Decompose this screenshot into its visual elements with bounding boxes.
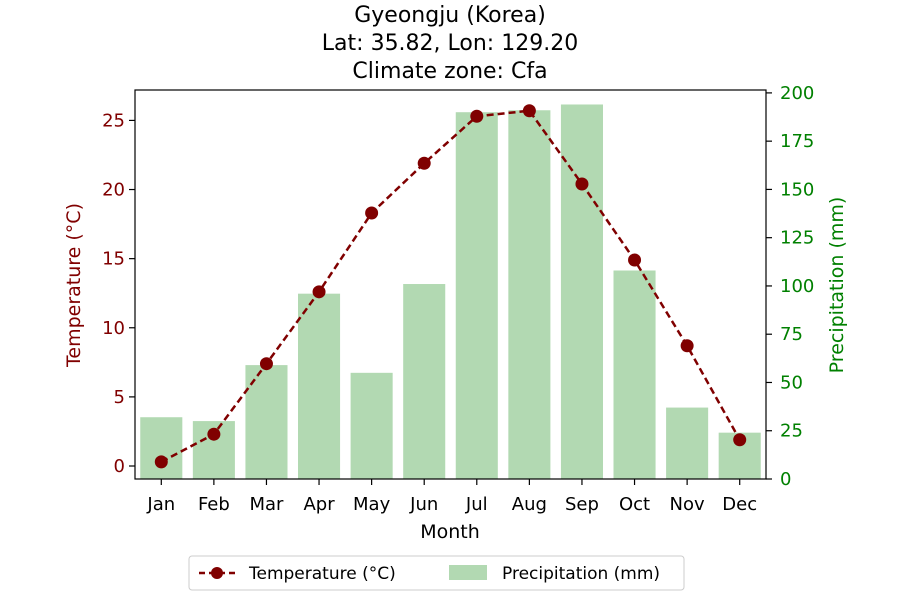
precipitation-bar-apr	[298, 293, 341, 479]
left-tick-label: 15	[102, 249, 125, 270]
right-tick-label: 100	[780, 276, 814, 297]
temperature-point-may	[365, 206, 379, 220]
title-line-2: Lat: 35.82, Lon: 129.20	[322, 31, 578, 56]
legend-precipitation-label: Precipitation (mm)	[502, 564, 660, 584]
temperature-point-jan	[154, 455, 168, 469]
temperature-series	[154, 104, 747, 469]
right-tick-label: 125	[780, 228, 814, 249]
title-line-1: Gyeongju (Korea)	[354, 3, 546, 28]
x-tick-label-jan: Jan	[146, 494, 175, 515]
left-axis: 0 5 10 15 20 25	[102, 110, 135, 477]
x-tick-label-oct: Oct	[619, 494, 650, 515]
precipitation-bar-jul	[455, 112, 498, 479]
x-tick-label-mar: Mar	[249, 494, 284, 515]
right-tick-label: 25	[780, 421, 803, 442]
right-tick-label: 150	[780, 179, 814, 200]
left-tick-label: 10	[102, 318, 125, 339]
left-tick-label: 0	[114, 456, 125, 477]
legend-temperature-marker	[211, 567, 223, 579]
left-tick-label: 5	[114, 387, 125, 408]
plot-frame	[134, 89, 767, 480]
temperature-point-jul	[470, 109, 484, 123]
x-tick-label-apr: Apr	[303, 494, 335, 515]
legend-precipitation-swatch	[449, 565, 487, 580]
temperature-line	[160, 109, 741, 463]
x-axis-label: Month	[420, 521, 480, 543]
temperature-point-aug	[522, 104, 536, 118]
x-tick-label-jul: Jul	[465, 494, 488, 515]
temperature-point-nov	[680, 339, 694, 353]
x-tick-label-feb: Feb	[198, 494, 230, 515]
right-tick-label: 200	[780, 83, 814, 104]
precipitation-bar-jan	[140, 417, 183, 479]
x-tick-label-sep: Sep	[565, 494, 599, 515]
right-axis-label: Precipitation (mm)	[826, 197, 848, 374]
x-tick-label-dec: Dec	[722, 494, 757, 515]
x-tick-label-aug: Aug	[512, 494, 547, 515]
precipitation-bar-oct	[613, 270, 656, 479]
precipitation-bar-may	[350, 372, 393, 479]
right-tick-label: 75	[780, 324, 803, 345]
right-tick-label: 50	[780, 372, 803, 393]
x-axis: Jan Feb Mar Apr May Jun Jul Aug Sep Oct Nov Dec	[146, 479, 757, 515]
temperature-point-feb	[207, 427, 221, 441]
chart-title: Gyeongju (Korea) Lat: 35.82, Lon: 129.20…	[322, 3, 578, 84]
title-line-3: Climate zone: Cfa	[352, 59, 547, 84]
x-tick-label-nov: Nov	[670, 494, 705, 515]
x-tick-label-jun: Jun	[409, 494, 438, 515]
left-axis-label: Temperature (°C)	[63, 203, 85, 368]
right-tick-label: 0	[780, 469, 791, 490]
left-tick-label: 20	[102, 180, 125, 201]
precipitation-bar-aug	[508, 110, 551, 479]
right-axis: 0 25 50 75 100 125 150 175 200	[766, 83, 814, 490]
precipitation-bars	[140, 104, 761, 479]
x-tick-label-may: May	[353, 494, 391, 515]
temperature-point-mar	[259, 357, 273, 371]
precipitation-bar-nov	[666, 407, 709, 479]
legend: Temperature (°C) Precipitation (mm)	[188, 555, 685, 591]
right-tick-label: 175	[780, 131, 814, 152]
precipitation-bar-jun	[403, 284, 446, 479]
legend-temperature-label: Temperature (°C)	[248, 564, 396, 584]
legend-box	[188, 555, 685, 591]
temperature-point-oct	[628, 253, 642, 267]
precipitation-bar-sep	[560, 104, 603, 479]
temperature-point-sep	[575, 177, 589, 191]
temperature-point-apr	[312, 285, 326, 299]
temperature-point-jun	[417, 156, 431, 170]
left-tick-label: 25	[102, 110, 125, 131]
temperature-point-dec	[733, 433, 747, 447]
